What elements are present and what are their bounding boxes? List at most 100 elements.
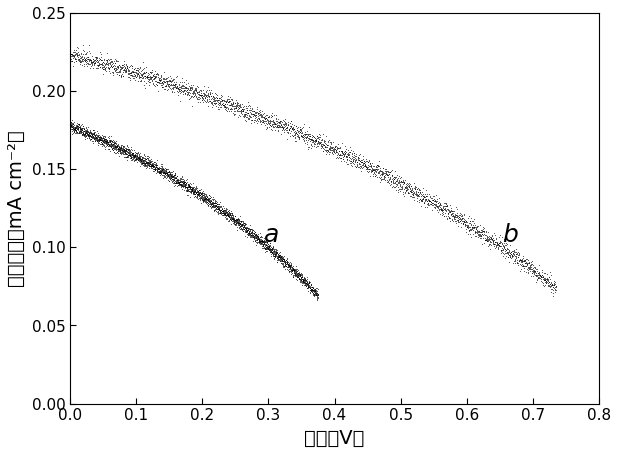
Point	[246, 114, 256, 121]
Point	[238, 217, 248, 224]
Point	[320, 140, 330, 147]
Point	[144, 159, 154, 167]
Point	[452, 212, 462, 220]
Point	[534, 261, 544, 268]
Point	[526, 261, 536, 268]
Point	[523, 264, 533, 272]
Point	[119, 148, 129, 156]
Point	[326, 144, 336, 152]
Point	[401, 185, 411, 192]
Point	[83, 54, 93, 61]
Point	[395, 187, 405, 195]
Point	[149, 166, 159, 173]
Point	[360, 159, 370, 166]
Point	[494, 239, 504, 246]
Point	[226, 107, 235, 115]
Point	[498, 250, 508, 257]
Point	[125, 152, 135, 160]
Point	[73, 123, 83, 130]
Point	[418, 192, 428, 200]
Point	[209, 200, 219, 207]
Point	[326, 147, 336, 154]
Point	[265, 117, 275, 125]
Point	[550, 283, 560, 290]
Point	[105, 142, 115, 150]
Point	[66, 123, 76, 130]
Point	[541, 279, 551, 286]
Point	[237, 110, 247, 117]
Point	[441, 203, 451, 210]
Point	[208, 200, 218, 207]
Point	[491, 239, 501, 247]
Point	[203, 197, 213, 204]
Point	[279, 255, 289, 263]
Point	[248, 107, 258, 115]
Point	[86, 133, 96, 141]
Point	[436, 202, 446, 209]
Point	[113, 57, 123, 64]
Point	[235, 219, 245, 227]
Point	[430, 196, 440, 203]
Point	[145, 154, 154, 161]
Point	[244, 229, 254, 237]
Point	[213, 203, 222, 211]
Point	[96, 136, 106, 143]
Point	[345, 149, 355, 156]
Point	[74, 51, 84, 58]
Point	[176, 84, 186, 91]
Point	[201, 92, 211, 100]
Point	[122, 142, 132, 149]
Point	[163, 172, 173, 180]
Point	[290, 267, 300, 274]
Point	[75, 128, 85, 136]
Point	[351, 153, 361, 160]
Point	[112, 143, 122, 151]
Point	[82, 51, 91, 58]
Point	[77, 126, 87, 133]
Point	[153, 165, 163, 172]
Point	[281, 126, 291, 133]
Point	[99, 135, 109, 142]
Point	[106, 139, 116, 146]
Point	[281, 261, 291, 268]
Point	[235, 218, 245, 225]
Point	[250, 238, 260, 245]
Point	[433, 195, 442, 202]
Point	[514, 253, 523, 260]
Point	[277, 254, 287, 261]
Point	[156, 167, 166, 174]
Point	[165, 81, 175, 88]
Point	[362, 167, 371, 175]
Point	[205, 197, 214, 204]
Point	[111, 144, 121, 151]
Point	[70, 50, 80, 57]
Point	[273, 250, 283, 258]
Point	[107, 146, 117, 153]
Point	[80, 57, 90, 65]
Point	[213, 94, 222, 101]
Point	[133, 153, 143, 161]
Point	[386, 177, 396, 185]
Point	[255, 230, 265, 237]
Point	[200, 95, 210, 102]
Point	[324, 143, 334, 151]
Point	[271, 250, 281, 258]
Point	[290, 267, 300, 274]
Point	[259, 114, 269, 121]
Point	[301, 282, 311, 289]
Point	[429, 193, 439, 200]
Point	[240, 224, 250, 232]
Point	[455, 215, 465, 222]
Point	[185, 85, 195, 92]
Point	[73, 125, 83, 132]
Point	[171, 74, 180, 81]
Point	[168, 172, 178, 180]
Point	[271, 117, 281, 125]
Point	[211, 207, 221, 215]
Point	[221, 205, 231, 212]
Point	[124, 152, 133, 159]
Point	[326, 139, 336, 146]
Point	[203, 197, 213, 204]
Point	[103, 63, 112, 71]
Point	[315, 138, 325, 145]
